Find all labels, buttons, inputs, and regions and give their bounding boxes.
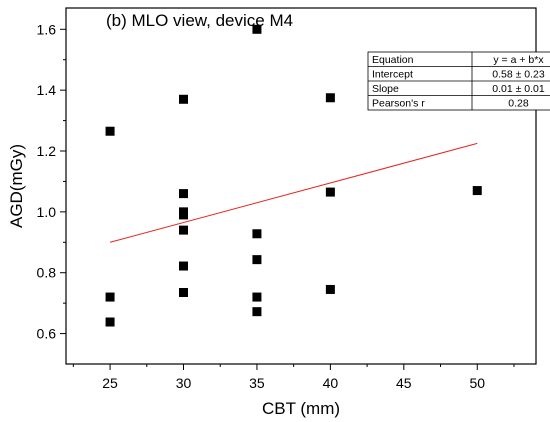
y-axis-label: AGD(mGy) [7,144,26,228]
data-point [179,189,188,199]
fit-line [109,142,478,243]
table-cell-value: y = a + b*x [493,54,544,66]
y-tick-label: 1.4 [37,82,57,98]
data-point [179,261,188,271]
data-point [252,307,262,317]
x-axis-ticks: 25 30 35 40 45 50 [72,364,515,391]
x-tick-label: 30 [176,375,192,391]
table-cell-label: Pearson's r [372,98,425,110]
plot-frame [65,7,537,365]
y-tick-label: 1.2 [37,143,57,159]
table-cell-value: 0.28 [508,98,529,110]
x-axis-label: CBT (mm) [262,399,340,418]
data-point [325,93,335,103]
x-tick-label: 50 [469,375,485,391]
data-point [179,287,188,297]
fit-parameter-table: Equation y = a + b*x Intercept 0.58 ± 0.23 S… [367,51,550,111]
data-point [179,94,188,104]
y-tick-label: 1.6 [37,21,57,37]
data-point [252,24,262,34]
data-point [252,292,262,302]
data-point [179,225,188,235]
data-point [105,292,115,302]
x-tick-label: 40 [323,375,339,391]
y-tick-label: 0.6 [37,326,57,342]
data-point [252,229,262,239]
table-cell-label: Slope [372,83,399,95]
chart-title: (b) MLO view, device M4 [106,11,293,30]
data-point [105,126,115,136]
y-tick-label: 0.8 [37,265,57,281]
table-cell-label: Intercept [372,69,413,81]
y-axis-ticks: 0.6 0.8 1.0 1.2 1.4 1.6 [37,21,66,342]
x-tick-label: 45 [396,375,412,391]
x-tick-label: 35 [249,375,265,391]
data-point [325,187,335,197]
y-tick-label: 1.0 [37,204,57,220]
data-point [325,284,335,294]
data-point [252,255,262,265]
table-cell-value: 0.58 ± 0.23 [492,69,545,81]
data-point [472,186,482,196]
table-cell-value: 0.01 ± 0.01 [492,83,545,95]
data-point [105,317,115,327]
x-tick-label: 25 [102,375,118,391]
data-points [105,24,482,327]
data-point [179,207,188,217]
table-cell-label: Equation [372,54,414,66]
